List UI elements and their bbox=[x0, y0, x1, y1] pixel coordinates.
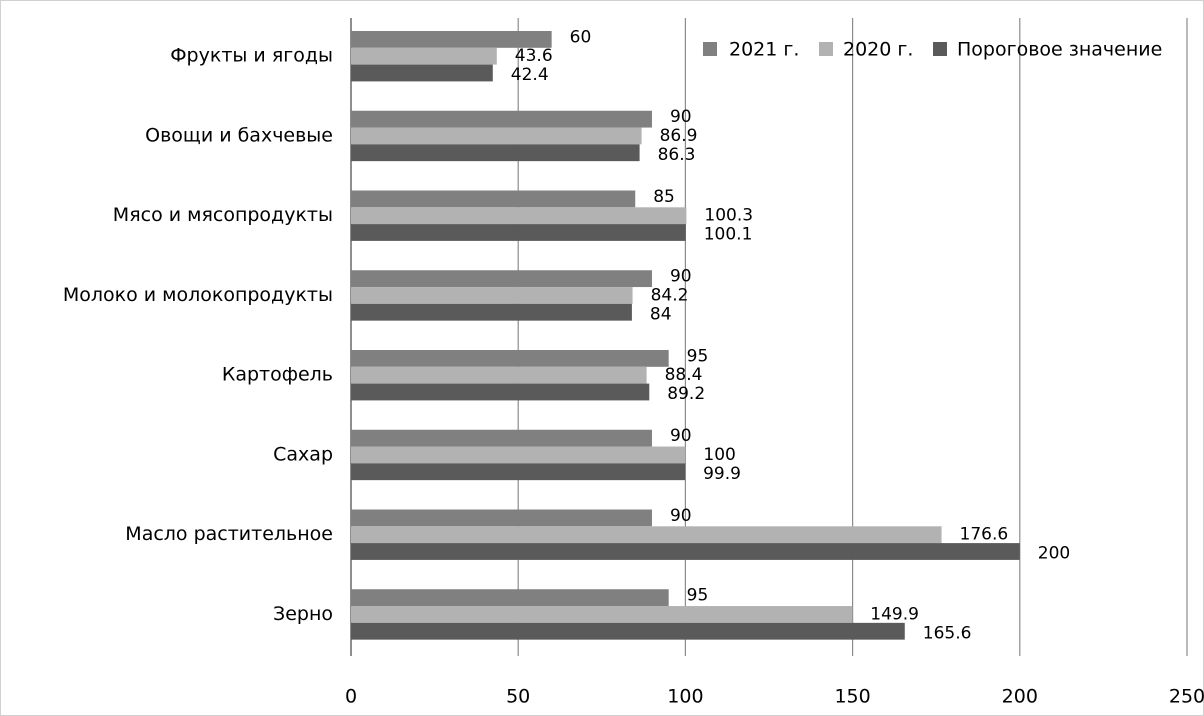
y-tick-label: Зерно bbox=[273, 603, 333, 625]
x-tick-label: 0 bbox=[345, 686, 357, 708]
value-label: 85 bbox=[653, 187, 675, 207]
bar bbox=[351, 127, 642, 145]
value-label: 100.1 bbox=[704, 225, 753, 245]
y-tick-label: Молоко и молокопродукты bbox=[63, 284, 333, 306]
value-label: 84 bbox=[650, 304, 672, 324]
bar bbox=[351, 526, 942, 544]
y-tick-label: Фрукты и ягоды bbox=[170, 45, 333, 67]
y-tick-label: Картофель bbox=[222, 364, 333, 386]
value-label: 95 bbox=[687, 586, 709, 606]
bar bbox=[351, 463, 686, 481]
y-tick-label: Масло растительное bbox=[125, 523, 333, 545]
bar bbox=[351, 606, 853, 623]
value-label: 200 bbox=[1038, 544, 1070, 564]
value-label: 86.3 bbox=[658, 145, 696, 165]
value-label: 149.9 bbox=[870, 604, 919, 624]
bar bbox=[351, 47, 497, 65]
x-tick-label: 150 bbox=[834, 686, 870, 708]
bar bbox=[351, 509, 652, 527]
value-label: 90 bbox=[670, 267, 692, 287]
value-label: 60 bbox=[570, 27, 592, 47]
value-label: 90 bbox=[670, 426, 692, 446]
x-tick-label: 50 bbox=[506, 686, 530, 708]
legend-label: 2020 г. bbox=[843, 39, 913, 61]
bar bbox=[351, 543, 1020, 560]
bar bbox=[351, 446, 686, 464]
value-label: 100.3 bbox=[704, 206, 753, 226]
bar bbox=[351, 110, 652, 128]
bar bbox=[351, 190, 636, 208]
value-label: 43.6 bbox=[515, 46, 553, 66]
bar bbox=[351, 287, 633, 304]
value-label: 99.9 bbox=[703, 464, 741, 484]
value-label: 90 bbox=[670, 506, 692, 526]
legend-swatch bbox=[819, 42, 833, 56]
value-label: 89.2 bbox=[667, 384, 705, 404]
legend-swatch bbox=[933, 42, 947, 56]
bar bbox=[351, 270, 652, 288]
value-label: 86.9 bbox=[660, 126, 698, 146]
bar bbox=[351, 366, 647, 384]
y-tick-label: Овощи и бахчевые bbox=[145, 124, 333, 146]
x-tick-label: 200 bbox=[1002, 686, 1038, 708]
bar bbox=[351, 207, 687, 225]
value-label: 90 bbox=[670, 107, 692, 127]
bar bbox=[351, 589, 669, 607]
legend-label: Пороговое значение bbox=[957, 39, 1162, 61]
legend-swatch bbox=[703, 42, 717, 56]
value-label: 176.6 bbox=[960, 525, 1009, 545]
bar bbox=[351, 303, 632, 321]
bar bbox=[351, 31, 552, 48]
value-label: 165.6 bbox=[923, 623, 972, 643]
bar bbox=[351, 622, 905, 640]
bar bbox=[351, 64, 493, 82]
x-tick-label: 250 bbox=[1169, 686, 1204, 708]
bar bbox=[351, 383, 650, 401]
bar bbox=[351, 350, 669, 367]
legend-label: 2021 г. bbox=[729, 39, 799, 61]
x-tick-label: 100 bbox=[667, 686, 703, 708]
y-tick-label: Сахар bbox=[273, 443, 333, 465]
value-label: 88.4 bbox=[665, 365, 703, 385]
value-label: 95 bbox=[687, 346, 709, 366]
y-tick-label: Мясо и мясопродукты bbox=[113, 204, 333, 226]
bar bbox=[351, 144, 640, 162]
bar bbox=[351, 224, 686, 241]
bar bbox=[351, 429, 652, 447]
value-label: 84.2 bbox=[651, 285, 689, 305]
value-label: 42.4 bbox=[511, 65, 549, 85]
value-label: 100 bbox=[703, 445, 735, 465]
